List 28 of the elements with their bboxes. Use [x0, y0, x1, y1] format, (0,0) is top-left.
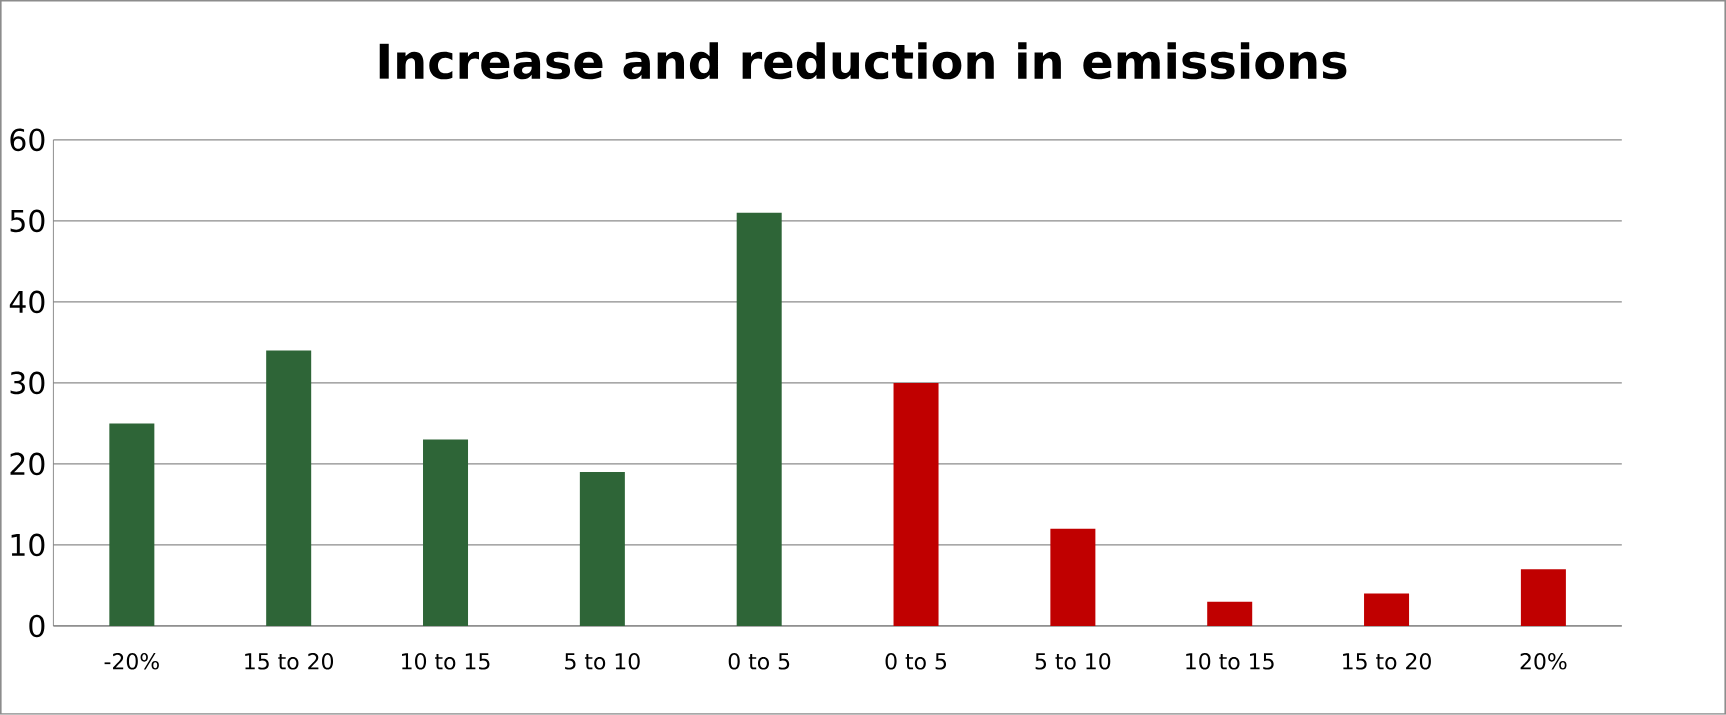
bar: [579, 472, 625, 627]
x-tick-label: 20%: [1520, 653, 1567, 670]
x-tick-label: 0 to 5: [728, 653, 790, 670]
x-tick-label: 5 to 10: [1035, 653, 1111, 670]
bar: [423, 439, 469, 627]
x-tick-label: 5 to 10: [565, 653, 640, 670]
bar: [1207, 601, 1253, 627]
y-tick-label: 20: [10, 452, 45, 476]
bar: [1050, 528, 1096, 627]
x-tick-label: 15 to 20: [1343, 653, 1431, 670]
y-tick-label: 10: [11, 533, 45, 557]
x-tick-label: 10 to 15: [1186, 653, 1274, 670]
y-tick-label: 30: [10, 371, 45, 395]
x-tick-label: -20%: [104, 653, 159, 670]
x-tick-label: 0 to 5: [885, 653, 947, 670]
y-tick-label: 40: [9, 290, 45, 314]
bar: [266, 350, 312, 627]
bar: [109, 423, 155, 627]
chart-title: Increase and reduction in emissions: [379, 42, 1347, 80]
bar: [1364, 593, 1410, 627]
bar: [736, 212, 782, 627]
y-tick-label: 60: [10, 128, 45, 152]
bar: [1520, 569, 1566, 627]
x-tick-label: 15 to 20: [245, 653, 334, 670]
y-tick-label: 0: [29, 614, 45, 638]
bar: [893, 383, 939, 627]
y-tick-label: 50: [10, 209, 45, 233]
x-tick-label: 10 to 15: [402, 653, 490, 670]
